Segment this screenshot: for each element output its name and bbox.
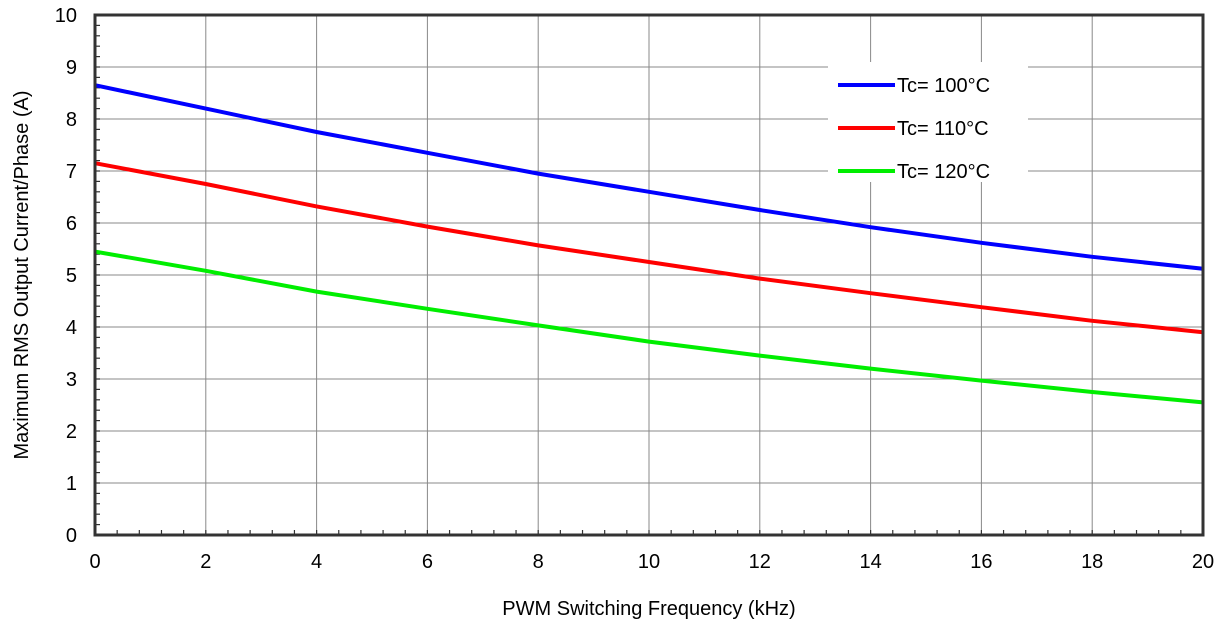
grid (95, 15, 1203, 535)
series-line-2 (94, 161, 1204, 335)
legend-label-2: Tc= 110°C (897, 118, 989, 140)
y-tick-label: 4 (66, 317, 77, 339)
x-tick-label: 18 (1081, 551, 1103, 573)
y-tick-label: 0 (66, 525, 77, 547)
x-tick-label: 8 (533, 551, 544, 573)
x-tick-label: 0 (89, 551, 100, 573)
series-line-1 (94, 83, 1204, 271)
y-tick-label: 1 (66, 473, 77, 495)
x-tick-label: 6 (422, 551, 433, 573)
series-line-3 (94, 249, 1204, 405)
y-axis-title: Maximum RMS Output Current/Phase (A) (11, 91, 33, 460)
legend-label-1: Tc= 100°C (897, 75, 990, 97)
x-tick-label: 14 (859, 551, 881, 573)
y-tick-label: 5 (66, 265, 77, 287)
legend-background (828, 62, 1028, 182)
y-tick-label: 2 (66, 421, 77, 443)
x-tick-label: 20 (1192, 551, 1214, 573)
x-tick-label: 10 (638, 551, 660, 573)
y-tick-label: 8 (66, 109, 77, 131)
x-tick-label: 16 (970, 551, 992, 573)
x-tick-label: 12 (749, 551, 771, 573)
y-tick-label: 9 (66, 57, 77, 79)
y-tick-label: 6 (66, 213, 77, 235)
legend-label-3: Tc= 120°C (897, 161, 990, 183)
x-tick-label: 2 (200, 551, 211, 573)
y-tick-label: 7 (66, 161, 77, 183)
y-tick-label: 3 (66, 369, 77, 391)
x-tick-label: 4 (311, 551, 322, 573)
legend: Tc= 100°C Tc= 110°C Tc= 120°C (828, 62, 1028, 183)
series-lines (94, 83, 1204, 405)
x-axis-title: PWM Switching Frequency (kHz) (502, 598, 795, 620)
plot-frame (93, 13, 1205, 537)
y-tick-label: 10 (55, 5, 77, 27)
